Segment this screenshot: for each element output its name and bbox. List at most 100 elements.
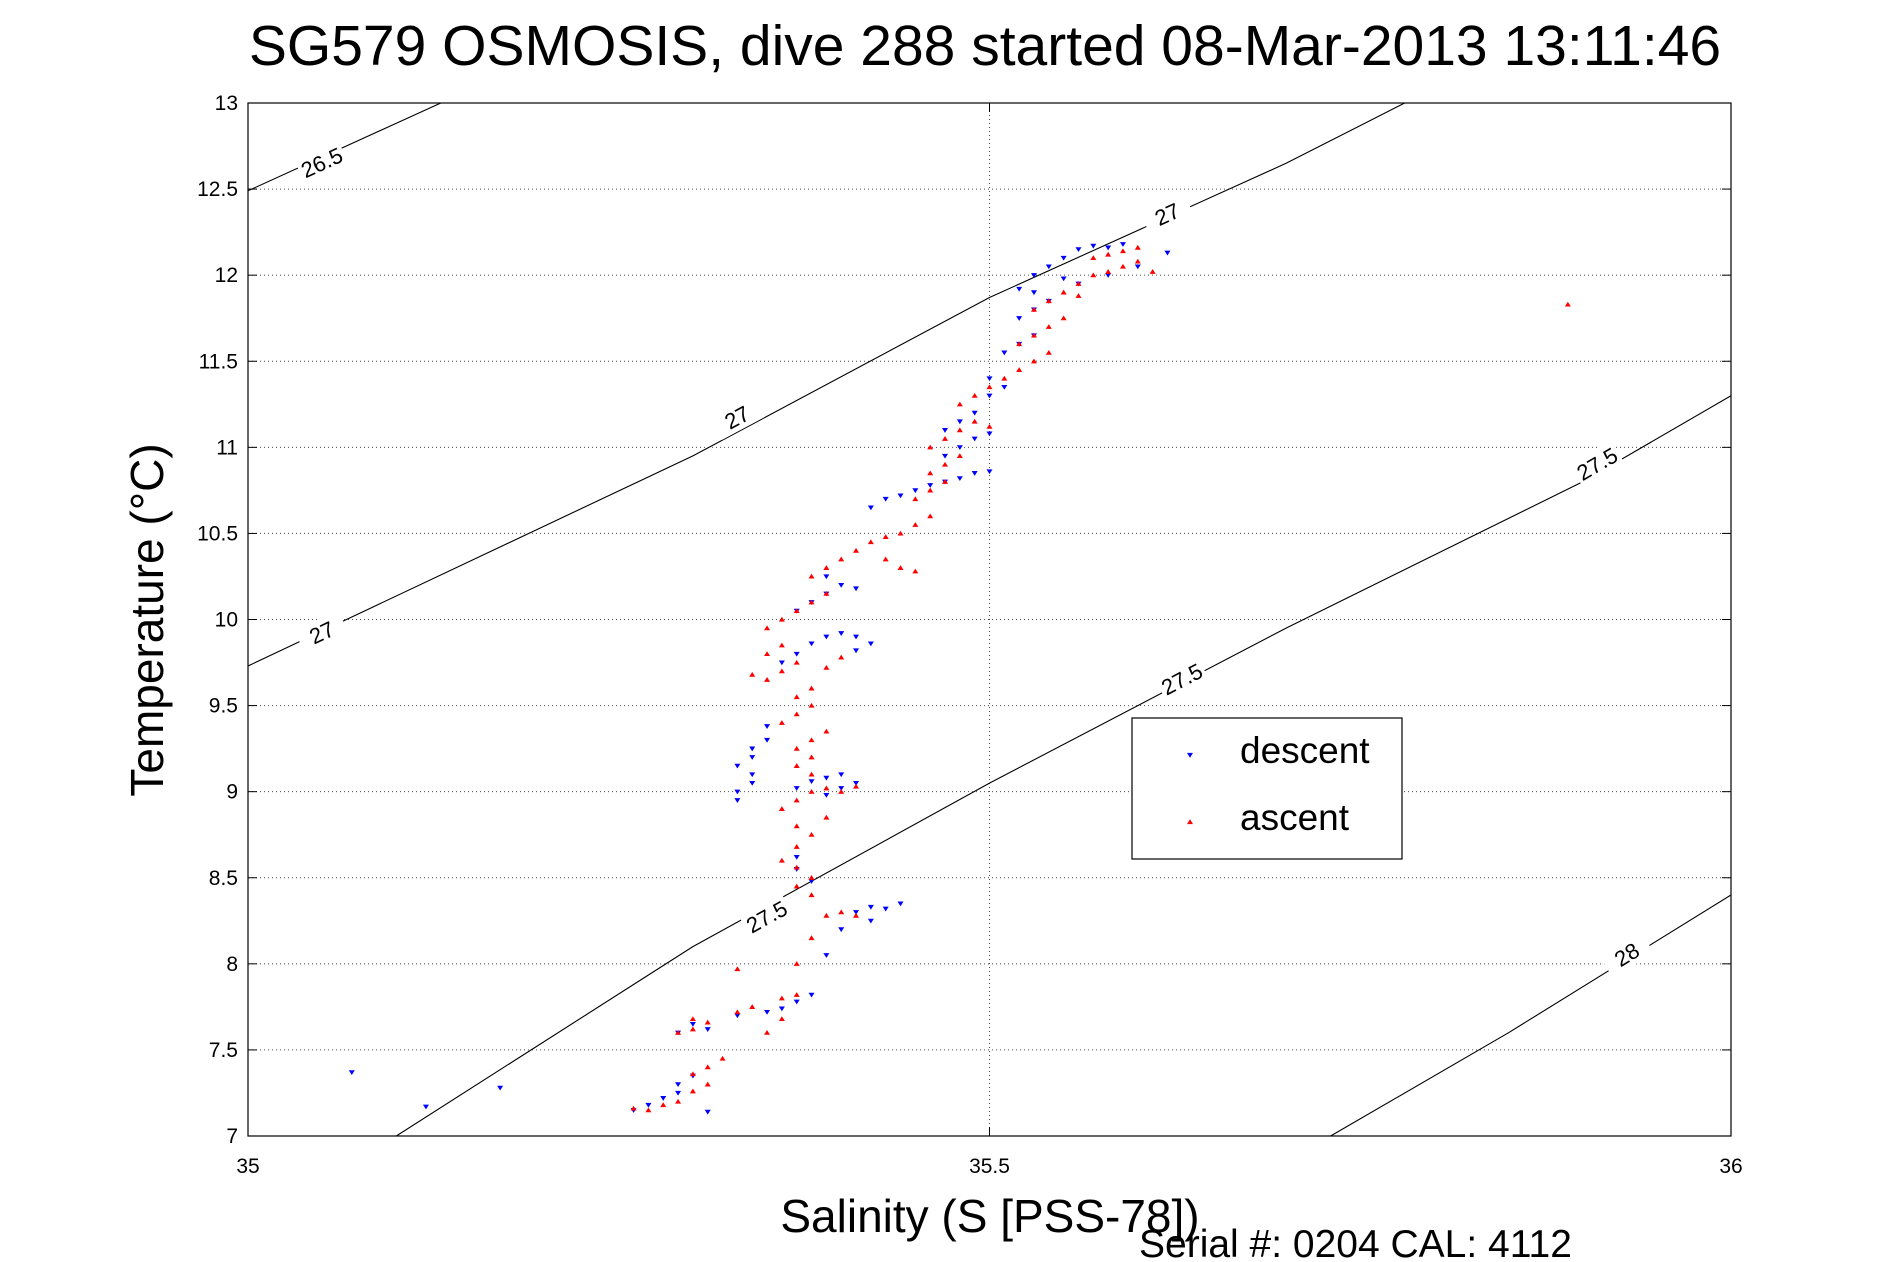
data-point-ascent xyxy=(1016,341,1023,347)
y-tick-label: 13 xyxy=(215,92,238,115)
contour-label-bg xyxy=(1569,440,1625,487)
data-point-ascent xyxy=(808,702,815,708)
data-point-descent xyxy=(971,471,978,476)
data-point-ascent xyxy=(645,1107,652,1113)
data-point-ascent xyxy=(971,392,978,398)
data-point-descent xyxy=(882,496,889,502)
data-point-ascent xyxy=(927,444,934,450)
data-point-ascent xyxy=(1045,298,1052,304)
data-point-descent xyxy=(764,724,771,729)
data-point-ascent xyxy=(1030,306,1037,312)
data-point-descent xyxy=(1105,273,1112,278)
data-point-ascent xyxy=(823,912,830,918)
data-point-descent xyxy=(734,1013,741,1019)
data-point-ascent xyxy=(764,651,771,657)
x-tick-label: 35 xyxy=(236,1155,259,1178)
data-point-ascent xyxy=(927,513,934,519)
data-point-descent xyxy=(704,1027,711,1032)
data-points xyxy=(348,242,1571,1115)
contour-label-bg xyxy=(294,610,349,655)
data-point-descent xyxy=(1016,316,1023,321)
legend: descent ascent xyxy=(1131,717,1403,860)
x-tick-label: 35.5 xyxy=(969,1155,1010,1178)
data-point-descent xyxy=(823,775,830,781)
contour-label-bg xyxy=(1139,192,1195,236)
data-point-ascent xyxy=(778,1016,785,1022)
data-point-descent xyxy=(1075,247,1082,253)
data-point-descent xyxy=(1030,290,1037,296)
data-point-ascent xyxy=(793,844,800,849)
y-tick-label: 11.5 xyxy=(199,350,238,373)
data-point-ascent xyxy=(778,642,785,648)
data-point-descent xyxy=(497,1085,504,1091)
data-point-ascent xyxy=(1075,281,1082,286)
data-point-ascent xyxy=(1060,315,1067,321)
data-point-ascent xyxy=(986,384,993,390)
data-point-descent xyxy=(823,793,830,798)
data-point-ascent xyxy=(942,436,949,441)
data-point-descent xyxy=(838,631,845,636)
data-point-ascent xyxy=(808,573,815,579)
data-point-ascent xyxy=(1119,248,1126,254)
legend-label-descent: descent xyxy=(1240,730,1370,771)
data-point-ascent xyxy=(823,814,830,820)
data-point-descent xyxy=(675,1090,682,1096)
data-point-ascent xyxy=(882,534,889,539)
data-point-descent xyxy=(1060,276,1067,282)
data-point-ascent xyxy=(1105,269,1112,274)
data-point-descent xyxy=(853,634,860,640)
data-point-ascent xyxy=(793,864,800,870)
y-tick-label: 11 xyxy=(216,436,238,459)
data-point-descent xyxy=(897,493,904,499)
data-point-descent xyxy=(793,786,800,791)
y-tick-label: 7.5 xyxy=(209,1039,238,1062)
data-point-ascent xyxy=(793,961,800,966)
data-point-ascent xyxy=(1149,269,1156,274)
contour-label-bg xyxy=(709,394,765,440)
data-point-ascent xyxy=(808,771,815,777)
data-point-descent xyxy=(853,648,860,654)
legend-box xyxy=(1131,717,1403,860)
data-point-ascent xyxy=(793,823,800,829)
data-point-descent xyxy=(1001,384,1008,390)
data-point-ascent xyxy=(675,1098,682,1104)
data-point-ascent xyxy=(734,966,741,972)
data-point-descent xyxy=(942,453,949,459)
data-point-ascent xyxy=(704,1081,711,1087)
y-tick-label: 10.5 xyxy=(197,522,238,545)
data-point-descent xyxy=(838,927,845,933)
data-point-ascent xyxy=(808,832,815,837)
data-point-descent xyxy=(808,641,815,647)
data-point-descent xyxy=(867,918,874,924)
data-point-descent xyxy=(867,505,874,511)
chart-title: SG579 OSMOSIS, dive 288 started 08-Mar-2… xyxy=(249,14,1721,78)
data-point-ascent xyxy=(793,797,800,803)
data-point-descent xyxy=(867,641,874,647)
y-tick-label: 8.5 xyxy=(209,867,238,890)
data-point-ascent xyxy=(764,677,771,682)
data-point-descent xyxy=(660,1096,667,1101)
y-tick-label: 8 xyxy=(226,953,238,976)
legend-marker-ascent xyxy=(1187,819,1193,825)
data-point-ascent xyxy=(808,599,815,605)
data-point-descent xyxy=(838,772,845,778)
contour-label-bg xyxy=(739,893,794,940)
data-point-ascent xyxy=(956,427,963,433)
data-point-descent xyxy=(778,660,785,666)
data-point-ascent xyxy=(1090,255,1097,261)
data-point-descent xyxy=(764,737,771,743)
data-point-ascent xyxy=(971,418,978,424)
data-point-descent xyxy=(838,582,845,588)
data-point-ascent xyxy=(897,565,904,570)
data-point-ascent xyxy=(793,711,800,717)
series-descent xyxy=(348,242,1171,1115)
data-point-ascent xyxy=(689,1071,696,1077)
data-point-ascent xyxy=(838,556,845,562)
data-point-ascent xyxy=(808,788,815,794)
data-point-ascent xyxy=(778,995,785,1001)
data-point-ascent xyxy=(838,788,845,794)
data-point-descent xyxy=(927,483,934,488)
data-point-descent xyxy=(675,1082,682,1088)
